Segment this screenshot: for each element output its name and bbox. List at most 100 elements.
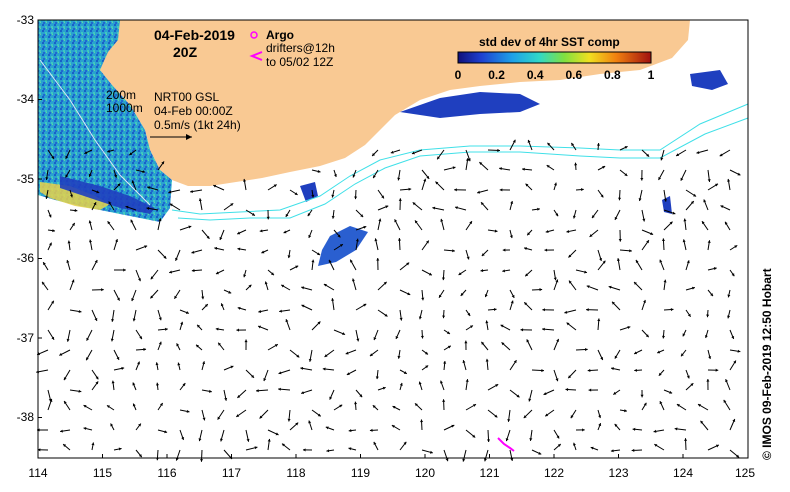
current-vector-head bbox=[164, 430, 168, 434]
current-vector-head bbox=[661, 238, 666, 242]
current-vector-head bbox=[455, 206, 458, 210]
current-vector-head bbox=[115, 239, 119, 242]
colorbar-tick: 0.2 bbox=[488, 68, 505, 82]
current-vector-head bbox=[544, 248, 548, 252]
current-vector-head bbox=[426, 175, 430, 179]
current-vector-head bbox=[682, 239, 686, 243]
current-vector-head bbox=[586, 308, 589, 312]
current-vector-head bbox=[574, 162, 578, 166]
current-vector-head bbox=[703, 199, 707, 203]
current-vector-head bbox=[219, 236, 223, 240]
current-vector-head bbox=[129, 152, 133, 156]
current-vector-head bbox=[95, 376, 99, 380]
current-vector-head bbox=[737, 349, 741, 353]
current-vector-head bbox=[274, 344, 278, 347]
colorbar-tick: 1 bbox=[647, 68, 655, 82]
current-vector-head bbox=[369, 428, 373, 432]
current-vector-head bbox=[696, 150, 700, 154]
current-vector-head bbox=[217, 416, 221, 420]
current-vector-head bbox=[707, 240, 711, 244]
current-vector-head bbox=[706, 314, 710, 318]
current-vector-head bbox=[155, 382, 160, 386]
y-tick-marks bbox=[38, 99, 42, 418]
current-vector-head bbox=[610, 449, 614, 453]
current-vector-head bbox=[275, 432, 279, 436]
current-vector-head bbox=[219, 438, 223, 442]
current-vector-head bbox=[399, 317, 403, 321]
current-vector-head bbox=[339, 244, 343, 247]
current-vector-head bbox=[715, 183, 719, 187]
current-vector-head bbox=[295, 422, 299, 426]
sst-patch-east-small bbox=[690, 70, 728, 90]
current-vector-head bbox=[545, 229, 549, 233]
current-vector-head bbox=[397, 177, 401, 181]
current-vector-head bbox=[676, 153, 680, 156]
current-vector-head bbox=[348, 429, 352, 433]
current-vector-head bbox=[45, 177, 49, 180]
y-tick-label: -35 bbox=[16, 172, 34, 186]
current-vector-head bbox=[394, 219, 398, 223]
current-vector-head bbox=[527, 139, 531, 143]
axes-frame bbox=[37, 19, 749, 459]
current-vector-head bbox=[230, 203, 234, 207]
x-tick-label: 117 bbox=[221, 466, 242, 480]
current-vector-head bbox=[185, 311, 189, 314]
current-vector-head bbox=[302, 448, 306, 452]
current-vector-head bbox=[411, 151, 415, 155]
current-vector-head bbox=[553, 182, 557, 186]
current-vector-head bbox=[485, 358, 489, 362]
drifter-legend-icon bbox=[249, 51, 263, 61]
current-vector-head bbox=[188, 225, 192, 229]
current-vector-head bbox=[525, 273, 529, 277]
current-vector-head bbox=[420, 419, 424, 423]
current-vector-head bbox=[42, 281, 45, 285]
current-vector-head bbox=[669, 221, 673, 225]
current-vector-head bbox=[168, 190, 172, 194]
current-vector-head bbox=[110, 338, 114, 342]
current-vector-head bbox=[707, 179, 711, 182]
current-vector-head bbox=[618, 197, 622, 201]
current-vector-head bbox=[397, 238, 402, 241]
current-vector-head bbox=[499, 167, 502, 171]
current-vector-head bbox=[88, 220, 92, 224]
current-vector-head bbox=[426, 240, 429, 244]
current-vector-head bbox=[354, 196, 358, 200]
current-vector-head bbox=[295, 265, 299, 269]
current-vector-head bbox=[524, 247, 527, 251]
current-vector-head bbox=[86, 357, 89, 361]
current-vector-head bbox=[317, 321, 321, 325]
current-vector-head bbox=[339, 404, 343, 408]
current-vector-head bbox=[204, 304, 208, 308]
current-vector-head bbox=[690, 201, 694, 204]
current-vector-head bbox=[511, 294, 515, 298]
current-vector-head bbox=[446, 331, 450, 334]
current-vector-head bbox=[384, 313, 388, 317]
current-vector-head bbox=[228, 290, 232, 294]
current-vector-head bbox=[460, 292, 464, 296]
current-vector-head bbox=[680, 177, 684, 181]
current-vector-head bbox=[481, 253, 485, 257]
product-label: NRT00 GSL bbox=[154, 90, 220, 104]
current-vector-head bbox=[646, 240, 649, 244]
current-vector-head bbox=[74, 208, 78, 213]
current-vector-head bbox=[674, 427, 678, 431]
current-vector-head bbox=[121, 366, 125, 370]
current-vector-head bbox=[161, 161, 165, 165]
current-vector-head bbox=[611, 367, 614, 371]
current-vector-head bbox=[545, 413, 549, 417]
current-vector-head bbox=[278, 387, 281, 391]
current-vector-head bbox=[60, 429, 63, 433]
current-vector-head bbox=[175, 257, 178, 261]
current-vector-head bbox=[130, 219, 134, 223]
current-vector-head bbox=[599, 258, 603, 261]
current-vector-head bbox=[581, 188, 584, 192]
current-vector-head bbox=[564, 310, 568, 314]
current-vector-head bbox=[123, 268, 126, 272]
current-vector-head bbox=[624, 146, 628, 149]
current-vector-head bbox=[600, 194, 604, 198]
current-vector-head bbox=[43, 262, 46, 266]
current-vector-head bbox=[200, 459, 204, 462]
current-vector-head bbox=[527, 232, 531, 236]
x-tick-label: 115 bbox=[92, 466, 113, 480]
current-vector-head bbox=[180, 321, 184, 325]
